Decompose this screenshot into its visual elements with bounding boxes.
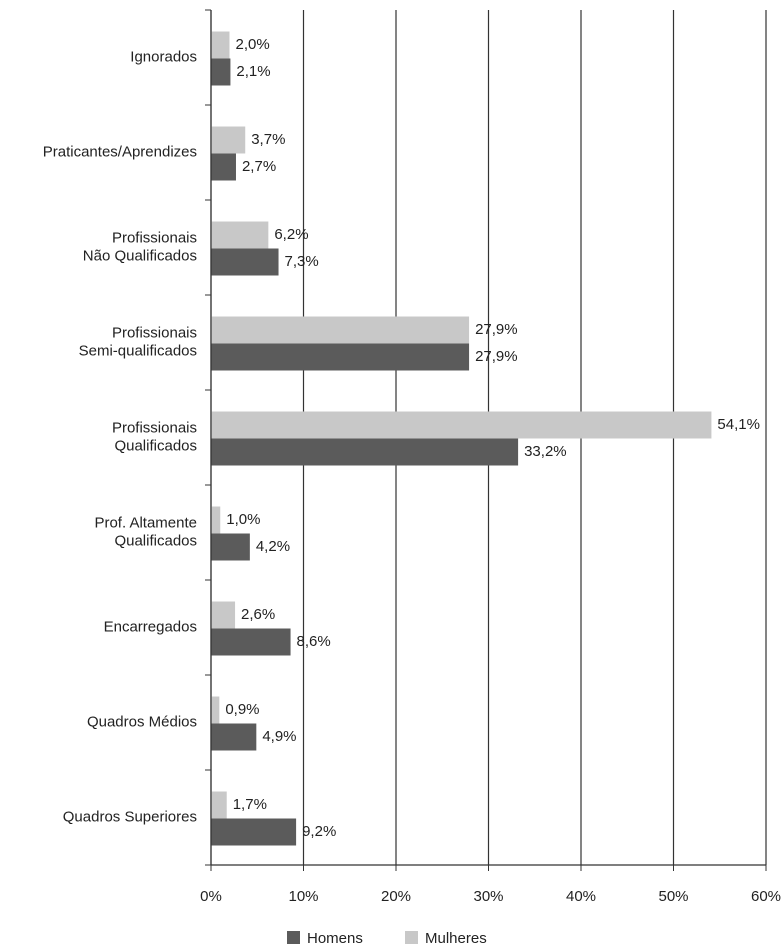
y-tick-label: Prof. Altamente Qualificados [94,514,197,549]
value-label: 2,7% [242,158,276,175]
bar [211,153,236,181]
bar [211,818,297,846]
y-tick-label: Ignorados [130,48,197,65]
x-tick-label: 60% [751,888,781,905]
legend-swatch [287,931,300,944]
y-tick-label: Praticantes/Aprendizes [43,143,197,160]
value-label: 0,9% [225,701,259,718]
legend-label: Mulheres [425,930,487,947]
value-label: 9,2% [302,823,336,840]
y-tick-label: Profissionais Semi-qualificados [79,324,197,359]
x-tick-label: 30% [473,888,503,905]
bar [211,316,470,344]
bar [211,791,227,819]
value-label: 6,2% [274,226,308,243]
value-label: 7,3% [285,253,319,270]
bar [211,696,220,724]
value-label: 4,9% [262,728,296,745]
y-tick-label: Quadros Superiores [63,808,197,825]
x-tick-label: 0% [200,888,222,905]
value-label: 3,7% [251,131,285,148]
value-label: 54,1% [717,416,760,433]
bar [211,723,257,751]
x-tick-label: 40% [566,888,596,905]
value-label: 2,1% [236,63,270,80]
x-tick-label: 20% [381,888,411,905]
legend-swatch [405,931,418,944]
y-tick-label: Profissionais Qualificados [112,419,197,454]
value-label: 1,7% [233,796,267,813]
bar [211,31,230,59]
bar [211,248,279,276]
y-tick-label: Profissionais Não Qualificados [83,229,197,264]
value-label: 1,0% [226,511,260,528]
bar [211,343,470,371]
value-label: 33,2% [524,443,567,460]
bar [211,628,291,656]
legend-label: Homens [307,930,363,947]
value-label: 4,2% [256,538,290,555]
value-label: 8,6% [297,633,331,650]
bar [211,438,519,466]
value-label: 27,9% [475,348,518,365]
bar [211,221,269,249]
bar [211,601,236,629]
x-tick-label: 10% [288,888,318,905]
value-label: 27,9% [475,321,518,338]
value-label: 2,0% [236,36,270,53]
bar [211,533,250,561]
x-tick-label: 50% [658,888,688,905]
y-tick-label: Quadros Médios [87,713,197,730]
bar [211,411,712,439]
bar [211,58,231,86]
value-label: 2,6% [241,606,275,623]
bar [211,506,221,534]
bar [211,126,246,154]
y-tick-label: Encarregados [104,618,197,635]
